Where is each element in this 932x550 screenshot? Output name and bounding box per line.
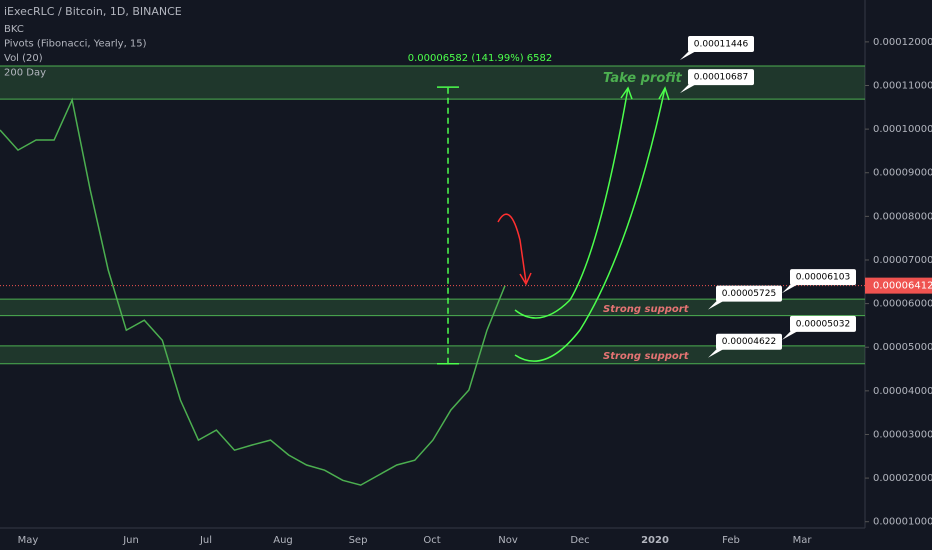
zone	[0, 299, 865, 316]
arrow-head	[620, 86, 633, 100]
y-tick-label: 0.00010000	[873, 124, 932, 135]
x-tick-label: Aug	[273, 535, 293, 546]
level-box	[716, 333, 782, 350]
chart-title: iExecRLC / Bitcoin, 1D, BINANCE	[4, 5, 182, 18]
measure-label: 0.00006582 (141.99%) 6582	[408, 53, 553, 64]
y-tick-label: 0.00004000	[873, 386, 932, 397]
arrow-curve	[497, 213, 527, 283]
x-tick-label: May	[18, 535, 39, 546]
arrow-curve	[514, 87, 666, 362]
indicator-label: 200 Day	[4, 68, 46, 79]
level-pointer	[708, 299, 726, 310]
level-box	[716, 285, 782, 302]
arrow-curve	[514, 87, 629, 319]
level-box	[688, 36, 754, 53]
last-price-label: 0.00006412	[873, 281, 932, 292]
y-tick-label: 0.00005000	[873, 342, 932, 353]
x-tick-label: Oct	[423, 535, 440, 546]
level-box	[688, 69, 754, 86]
arrow-head	[519, 272, 532, 286]
level-box	[790, 315, 856, 332]
x-tick-label: 2020	[641, 535, 669, 546]
level-box	[790, 269, 856, 286]
x-tick-label: Dec	[570, 535, 589, 546]
indicator-label: BKC	[4, 24, 24, 35]
x-tick-label: Jun	[122, 535, 139, 546]
y-tick-label: 0.00006000	[873, 299, 932, 310]
level-pointer	[782, 283, 800, 294]
level-pointer	[782, 329, 800, 340]
level-pointer	[708, 347, 726, 358]
y-tick-label: 0.00012000	[873, 37, 932, 48]
y-tick-label: 0.00002000	[873, 473, 932, 484]
level-pointer	[680, 50, 698, 61]
y-tick-label: 0.00001000	[873, 517, 932, 528]
level-pointer	[680, 83, 698, 94]
x-tick-label: Mar	[793, 535, 813, 546]
level-label: 0.00010687	[694, 73, 748, 83]
level-label: 0.00005725	[722, 289, 776, 299]
y-tick-label: 0.00008000	[873, 211, 932, 222]
last-price-badge	[865, 277, 932, 294]
level-label: 0.00006103	[796, 273, 850, 283]
y-tick-label: 0.00009000	[873, 168, 932, 179]
indicator-label: Pivots (Fibonacci, Yearly, 15)	[4, 39, 147, 50]
zone-label: Strong support	[603, 351, 690, 362]
zone-label: Take profit	[603, 71, 683, 86]
level-label: 0.00011446	[694, 40, 749, 50]
y-tick-label: 0.00007000	[873, 255, 932, 266]
y-tick-label: 0.00003000	[873, 429, 932, 440]
x-tick-label: Jul	[199, 535, 212, 546]
level-label: 0.00005032	[796, 319, 850, 329]
zone	[0, 345, 865, 364]
y-tick-label: 0.00011000	[873, 80, 932, 91]
x-tick-label: Nov	[498, 535, 518, 546]
price-line	[0, 97, 506, 486]
arrow-head	[658, 86, 670, 101]
x-tick-label: Sep	[349, 535, 368, 546]
zone-label: Strong support	[603, 304, 690, 315]
indicator-label: Vol (20)	[4, 53, 43, 64]
x-tick-label: Feb	[722, 535, 740, 546]
level-label: 0.00004622	[722, 337, 776, 347]
